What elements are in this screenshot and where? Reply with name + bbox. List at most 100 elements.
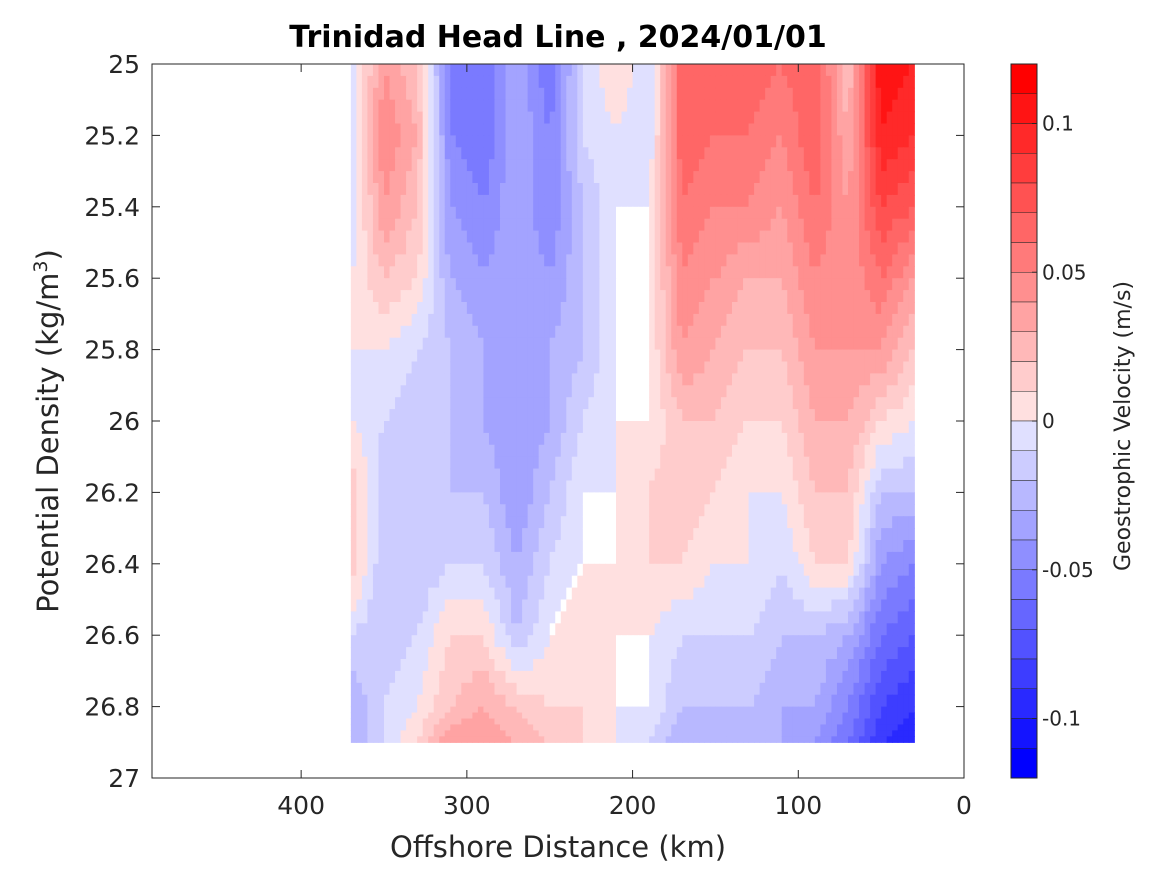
contour-cell [715,206,722,220]
contour-cell [372,635,380,648]
contour-cell [886,599,893,612]
contour-cell [372,575,380,589]
contour-cell [350,171,357,184]
contour-cell [754,409,761,422]
contour-cell [754,183,761,196]
contour-cell [367,337,374,351]
contour-cell [720,504,728,517]
contour-cell [754,111,761,125]
contour-cell [726,87,733,101]
contour-cell [870,421,877,434]
contour-cell [483,313,490,327]
contour-cell [881,361,888,374]
contour-cell [875,432,882,446]
contour-cell [660,183,667,196]
contour-cell [500,528,507,541]
contour-cell [538,87,545,101]
contour-cell [676,266,683,279]
contour-cell [676,87,683,101]
contour-cell [814,206,821,220]
contour-cell [809,575,816,589]
contour-cell [803,551,810,565]
contour-cell [560,87,567,101]
contour-cell [372,361,380,374]
contour-cell [671,373,678,386]
contour-cell [886,492,893,505]
contour-cell [765,504,772,517]
contour-cell [809,611,816,624]
contour-cell [522,575,529,589]
contour-cell [378,171,385,184]
contour-cell [776,302,783,315]
contour-cell [709,528,717,541]
contour-cell [533,385,540,398]
contour-cell [754,385,761,398]
contour-cell [593,337,601,351]
contour-cell [781,504,788,517]
contour-cell [908,587,915,601]
contour-cell [549,254,556,267]
contour-cell [450,278,457,291]
contour-cell [389,302,396,315]
contour-cell [709,516,717,529]
contour-cell [875,325,882,339]
contour-cell [748,516,755,529]
contour-cell [848,468,855,482]
contour-cell [748,230,755,244]
contour-cell [693,75,700,89]
contour-cell [770,64,777,77]
contour-cell [400,599,407,612]
contour-cell [483,516,490,529]
contour-cell [350,528,357,541]
contour-cell [720,123,728,136]
contour-cell [748,159,755,172]
contour-cell [582,254,589,267]
contour-cell [428,468,435,482]
contour-cell [831,99,838,113]
contour-cell [814,504,821,517]
contour-cell [638,99,645,113]
contour-cell [759,111,766,125]
contour-cell [820,171,827,184]
contour-cell [417,290,424,303]
contour-cell [627,135,634,148]
contour-cell [836,230,844,244]
contour-cell [461,218,468,232]
contour-cell [770,313,777,327]
contour-cell [588,111,595,125]
contour-cell [350,99,357,113]
contour-cell [765,361,772,374]
contour-cell [654,611,661,624]
contour-cell [720,361,728,374]
contour-cell [367,385,374,398]
contour-cell [820,206,827,220]
contour-cell [488,432,496,446]
contour-cell [698,183,705,196]
contour-cell [400,159,407,172]
contour-cell [477,135,485,148]
contour-cell [488,444,496,458]
contour-cell [466,230,473,244]
contour-cell [372,468,380,482]
contour-cell [400,611,407,624]
contour-cell [881,432,888,446]
contour-cell [732,480,739,493]
contour-cell [350,135,357,148]
contour-cell [500,361,507,374]
contour-cell [577,111,584,125]
contour-cell [544,492,551,505]
contour-cell [732,218,739,232]
contour-cell [848,575,855,589]
contour-cell [367,99,374,113]
contour-cell [903,385,910,398]
contour-cell [825,242,833,255]
contour-cell [511,206,518,220]
contour-cell [433,444,440,458]
contour-cell [853,206,860,220]
contour-cell [759,444,766,458]
contour-cell [820,266,827,279]
contour-cell [903,444,910,458]
contour-cell [367,278,374,291]
contour-cell [682,504,689,517]
contour-cell [422,575,429,589]
